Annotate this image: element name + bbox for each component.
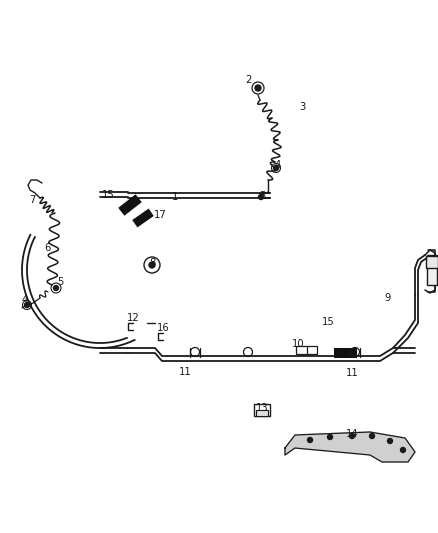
Circle shape: [307, 438, 312, 442]
Text: 5: 5: [259, 191, 265, 201]
Text: 15: 15: [102, 190, 114, 200]
Bar: [118, 195, 142, 216]
Bar: [256, 410, 268, 416]
Text: 4: 4: [275, 160, 281, 170]
Circle shape: [25, 303, 29, 308]
Circle shape: [53, 286, 59, 290]
Text: 2: 2: [245, 75, 251, 85]
Bar: [307, 346, 317, 354]
Circle shape: [149, 262, 155, 268]
Bar: [132, 208, 154, 228]
Text: 5: 5: [57, 277, 63, 287]
Text: 11: 11: [179, 367, 191, 377]
Text: 12: 12: [127, 313, 139, 323]
Text: 14: 14: [346, 429, 358, 439]
Text: 17: 17: [154, 210, 166, 220]
Bar: [426, 256, 438, 268]
Text: 16: 16: [157, 323, 170, 333]
Text: 4: 4: [22, 295, 28, 305]
Circle shape: [328, 434, 332, 440]
Text: 10: 10: [292, 339, 304, 349]
Text: 11: 11: [346, 368, 358, 378]
Text: 1: 1: [172, 192, 178, 202]
Text: 13: 13: [256, 403, 268, 413]
Circle shape: [400, 448, 406, 453]
Circle shape: [370, 433, 374, 439]
Bar: [296, 346, 308, 354]
Circle shape: [273, 166, 279, 171]
Bar: [254, 404, 270, 416]
Text: 6: 6: [44, 243, 50, 253]
Bar: [427, 255, 437, 285]
Text: 15: 15: [321, 317, 334, 327]
Text: 9: 9: [385, 293, 391, 303]
Text: 3: 3: [299, 102, 305, 112]
Circle shape: [388, 439, 392, 443]
Circle shape: [350, 433, 354, 439]
Polygon shape: [285, 432, 415, 462]
Text: 7: 7: [29, 195, 35, 205]
Circle shape: [258, 195, 264, 199]
Bar: [333, 348, 357, 358]
Circle shape: [255, 85, 261, 91]
Text: 8: 8: [150, 258, 156, 268]
